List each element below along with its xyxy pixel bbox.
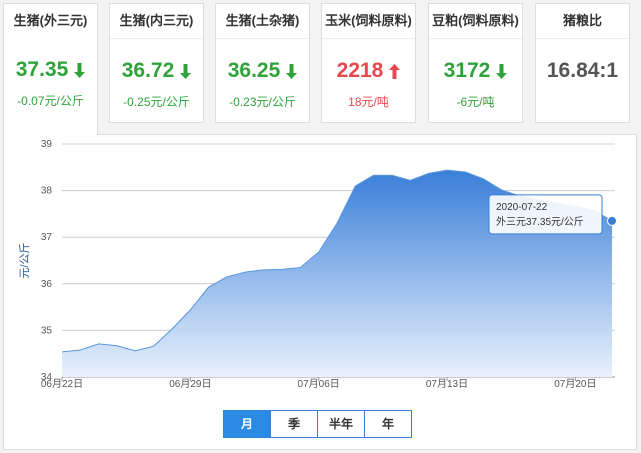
price-card: 生猪(内三元) 36.72 -0.25元/公斤	[109, 3, 204, 123]
card-title: 豆粕(饲料原料)	[429, 4, 522, 39]
tooltip-date: 2020-07-22	[496, 202, 548, 213]
y-axis-label: 元/公斤	[18, 242, 31, 278]
x-tick-label: 06月22日	[41, 378, 83, 390]
price-card: 猪粮比 16.84:1	[535, 3, 630, 123]
range-tab[interactable]: 半年	[317, 410, 365, 438]
card-change: -0.25元/公斤	[123, 95, 190, 109]
card-title: 猪粮比	[536, 4, 629, 39]
price-value: 37.35	[15, 58, 69, 81]
card-price: 36.25	[216, 59, 309, 83]
price-value: 36.25	[227, 59, 281, 82]
card-title: 生猪(内三元)	[110, 4, 203, 39]
range-tab[interactable]: 季	[270, 410, 318, 438]
x-tick-label: 07月20日	[554, 378, 596, 390]
tooltip-text: 外三元37.35元/公斤	[496, 216, 584, 228]
y-tick-label: 34	[41, 372, 53, 383]
card-price: 36.72	[110, 59, 203, 83]
tooltip-box	[488, 194, 603, 235]
trend-arrow	[180, 63, 192, 79]
range-tab[interactable]: 年	[364, 410, 412, 438]
card-change: -6元/吨	[456, 95, 495, 109]
y-tick-label: 39	[41, 139, 53, 150]
price-card: 豆粕(饲料原料) 3172 -6元/吨	[428, 3, 523, 123]
trend-arrow	[74, 62, 86, 78]
card-change: -0.23元/公斤	[229, 95, 296, 109]
price-value: 36.72	[121, 59, 175, 82]
price-card: 生猪(外三元) 37.35 -0.07元/公斤	[3, 3, 98, 135]
trend-arrow	[496, 63, 508, 79]
y-tick-label: 35	[41, 325, 53, 336]
card-price: 37.35	[4, 58, 97, 82]
trend-arrow	[286, 63, 298, 79]
x-tick-label: 07月06日	[298, 378, 340, 390]
range-tab[interactable]: 月	[223, 410, 271, 438]
card-change: -0.07元/公斤	[17, 94, 84, 108]
y-tick-label: 38	[41, 186, 53, 197]
x-tick-label: 07月13日	[426, 378, 468, 390]
card-title: 生猪(外三元)	[13, 13, 88, 28]
trend-arrow	[389, 63, 401, 79]
x-tick-label: 06月29日	[169, 378, 211, 390]
card-price: 2218	[322, 59, 415, 83]
card-title: 生猪(土杂猪)	[216, 4, 309, 39]
price-value: 16.84:1	[546, 59, 619, 82]
last-point	[607, 215, 617, 226]
y-tick-label: 37	[41, 232, 53, 243]
card-change: 18元/吨	[348, 95, 389, 109]
price-value: 3172	[443, 59, 491, 82]
range-tabs: 月季半年年	[223, 410, 412, 438]
card-price: 3172	[429, 59, 522, 83]
price-value: 2218	[336, 59, 384, 82]
card-title: 玉米(饲料原料)	[322, 4, 415, 39]
price-card: 生猪(土杂猪) 36.25 -0.23元/公斤	[215, 3, 310, 123]
card-price: 16.84:1	[536, 59, 629, 83]
y-tick-label: 36	[41, 279, 53, 290]
price-card: 玉米(饲料原料) 2218 18元/吨	[321, 3, 416, 123]
area	[62, 170, 612, 377]
